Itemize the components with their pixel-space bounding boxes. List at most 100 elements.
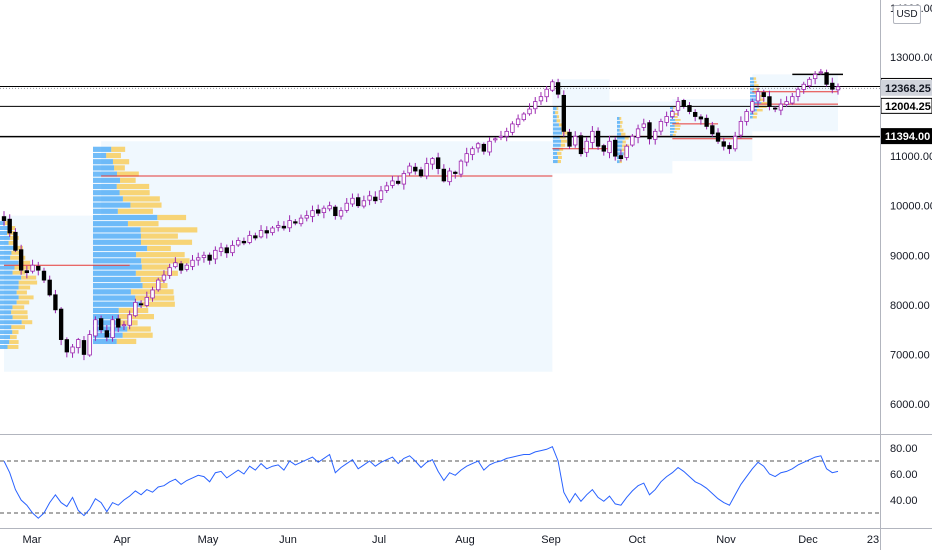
candle-body [47,279,52,296]
currency-button[interactable]: USD [893,5,921,24]
time-tick-label: Mar [23,534,42,546]
candle-body [230,244,235,254]
candle-body [213,249,218,260]
volume-profile-bar-up [670,133,673,136]
rsi-tick-label: 60.00 [890,469,918,481]
rsi-tick-label: 80.00 [890,443,918,455]
candle-body [236,240,241,246]
candle-body [807,78,812,87]
volume-profile-bar-down [140,233,178,239]
candle-body [1,216,7,221]
candle-body [178,263,184,271]
volume-profile-bar-down [754,80,757,84]
volume-profile-bar-down [10,255,26,260]
candle-body [18,249,24,271]
candle-body [36,265,41,271]
volume-profile-bar-down [756,108,763,112]
volume-profile-bar-down [157,214,187,221]
volume-profile-bar-up [93,177,121,183]
volume-profile-bar-up [0,305,13,310]
volume-profile-bar-up [553,115,557,119]
candle-body [584,140,589,153]
volume-profile-bar-down [114,165,125,171]
volume-profile-bar-up [0,240,9,245]
price-tick-label: 11000.00 [890,151,932,163]
time-tick-label: Nov [716,534,736,546]
volume-profile-bar-down [116,320,138,326]
volume-profile-bar-up [93,314,120,320]
candle-body [304,215,309,219]
volume-profile-bar-up [93,301,142,307]
candle-body [801,83,806,90]
volume-profile-bar-down [140,227,198,233]
volume-profile-bar-down [12,330,19,335]
candle-body [298,217,304,225]
candle-body [681,100,686,107]
volume-profile-bar-down [122,332,153,338]
price-tick-label: 13000.00 [890,52,932,64]
volume-profile-bar-down [757,98,765,101]
candle-body [173,262,178,268]
candle-body [253,235,258,239]
volume-profile-bar-down [16,290,27,295]
volume-profile-bar-down [18,285,31,290]
volume-profile-bar-down [11,250,20,255]
volume-profile-bar-down [12,305,25,310]
volume-profile-bar-down [752,115,757,119]
candle-body [81,340,87,355]
volume-profile-bar-down [620,120,623,124]
volume-profile-bar-down [557,151,562,155]
candle-body [767,96,772,107]
volume-profile-bar-up [0,245,15,250]
volume-profile-bar-down [127,326,151,332]
volume-profile-bar-down [119,314,154,320]
volume-profile-bar-up [93,152,107,159]
volume-profile-bar-up [0,310,12,315]
candle-body [567,131,572,147]
volume-profile-bar-down [135,295,175,301]
candle-body [150,289,155,299]
volume-profile-bar-down [674,124,681,127]
price-tick-label: 8000.00 [890,300,930,312]
candle-body [270,227,275,234]
volume-profile-bar-down [21,275,37,280]
volume-profile-bar-up [553,139,562,143]
candle-body [41,270,47,281]
volume-profile-bar-down [753,77,757,80]
volume-profile-bar-up [750,101,762,105]
candle-body [824,72,829,85]
volume-profile-bar-up [93,233,141,239]
candle-body [653,130,658,140]
candle-body [658,121,664,132]
volume-profile-bar-down [14,245,24,250]
volume-profile-bar-up [617,124,621,128]
volume-profile-bar-up [93,183,117,190]
volume-profile-bar-down [140,276,164,283]
candle-body [184,264,189,270]
volume-profile-bar-up [750,94,759,98]
candle-body [607,140,612,154]
volume-profile-bar-up [93,214,158,221]
candle-body [493,138,498,141]
candle-body [350,197,355,205]
candle-body [715,132,721,142]
candle-body [161,274,167,281]
volume-profile-bar-down [11,310,28,315]
volume-profile-bar-up [617,120,621,124]
volume-profile-bar-up [93,326,128,332]
volume-profile-bar-up [93,171,117,177]
volume-profile-bar-up [93,320,117,326]
volume-profile-bar-down [18,295,34,300]
price-tick-label: 7000.00 [890,349,930,361]
volume-profile-bar-down [127,221,159,227]
candle-body [498,135,504,138]
candle-body [538,96,544,102]
volume-profile-bar-down [621,148,627,152]
volume-profile-bar-up [93,276,141,283]
volume-profile-bar-down [135,270,178,276]
volume-profile-bar-down [556,119,561,123]
candle-body [710,125,715,135]
volume-profile-bar-up [93,208,118,214]
